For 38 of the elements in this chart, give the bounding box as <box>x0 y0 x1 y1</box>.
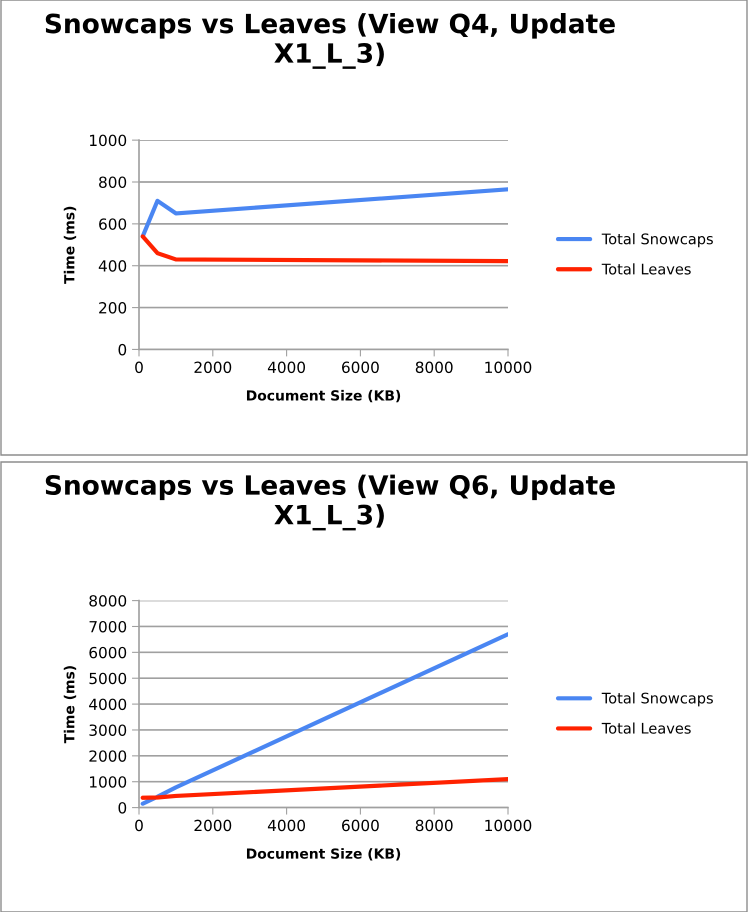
legend-label: Total Snowcaps <box>602 233 713 248</box>
y-tick-label: 5000 <box>89 672 126 684</box>
x-tick-label: 6000 <box>342 820 379 832</box>
y-tick-label: 800 <box>99 176 126 188</box>
x-tick-label: 2000 <box>194 820 232 832</box>
x-axis-title: Document Size (KB) <box>246 848 400 860</box>
y-tick-label: 4000 <box>89 698 126 710</box>
x-tick-label: 10000 <box>485 362 532 374</box>
chart-title: Snowcaps vs Leaves (View Q6, Update X1_L_3) <box>46 474 615 530</box>
y-tick-label: 7000 <box>90 620 126 632</box>
x-tick-label: 4000 <box>268 820 306 832</box>
y-tick-label: 1000 <box>90 134 126 146</box>
y-axis-title: Time (ms) <box>64 666 76 744</box>
y-tick-label: 0 <box>118 344 126 356</box>
y-tick-label: 8000 <box>89 595 126 607</box>
x-tick-label: 8000 <box>416 820 453 832</box>
y-tick-label: 2000 <box>89 750 126 762</box>
x-tick-label: 10000 <box>485 820 532 832</box>
x-tick-label: 4000 <box>268 362 306 374</box>
x-tick-label: 0 <box>135 820 143 832</box>
x-tick-label: 6000 <box>342 362 379 374</box>
y-tick-label: 0 <box>118 802 126 814</box>
legend-label: Total Leaves <box>602 263 691 275</box>
chart-title: Snowcaps vs Leaves (View Q4, Update X1_L_3) <box>46 13 615 69</box>
y-tick-label: 6000 <box>89 646 126 658</box>
x-tick-label: 0 <box>135 362 143 374</box>
x-axis-title: Document Size (KB) <box>246 390 400 402</box>
x-tick-label: 2000 <box>194 362 232 374</box>
legend-label: Total Snowcaps <box>602 692 713 706</box>
y-tick-label: 3000 <box>89 724 126 736</box>
x-tick-label: 8000 <box>416 362 453 374</box>
legend-label: Total Leaves <box>602 722 691 734</box>
y-tick-label: 1000 <box>90 776 126 788</box>
y-tick-label: 200 <box>99 302 126 314</box>
y-axis-title: Time (ms) <box>64 206 76 284</box>
y-tick-label: 600 <box>99 218 126 230</box>
y-tick-label: 400 <box>98 260 126 272</box>
line-series <box>140 234 508 264</box>
